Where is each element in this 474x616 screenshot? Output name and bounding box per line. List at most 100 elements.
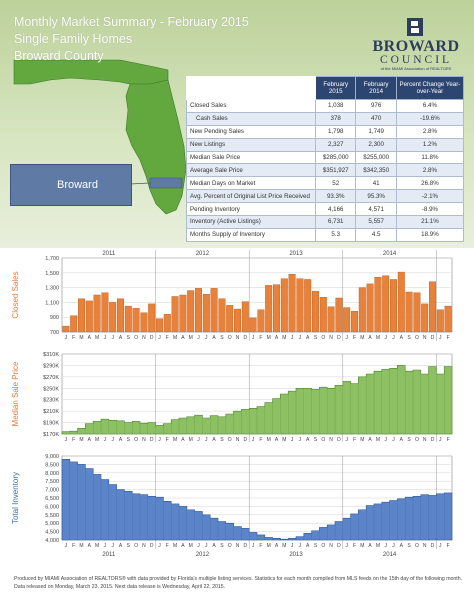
month-label: A bbox=[88, 437, 92, 442]
month-label: M bbox=[173, 335, 177, 341]
value-percent-change: 2.8% bbox=[395, 163, 465, 178]
year-label: 2012 bbox=[196, 552, 210, 558]
value-feb-2014: 5,557 bbox=[355, 215, 397, 229]
closed-sales-bar bbox=[288, 274, 296, 333]
month-label: D bbox=[337, 543, 341, 549]
closed-sales-bar bbox=[148, 303, 156, 333]
closed-sales-bar bbox=[273, 284, 280, 333]
month-label: D bbox=[431, 335, 435, 341]
value-percent-change: -2.1% bbox=[395, 189, 465, 204]
month-label: S bbox=[127, 437, 131, 442]
month-label: A bbox=[212, 543, 216, 549]
value-feb-2014: 4,571 bbox=[355, 202, 397, 217]
month-label: N bbox=[142, 437, 146, 442]
month-label: J bbox=[65, 437, 68, 442]
summary-row: Inventory (Active Listings) 6,731 5,557 21.… bbox=[186, 215, 465, 229]
month-label: D bbox=[150, 437, 154, 442]
month-label: N bbox=[329, 335, 333, 341]
month-label: J bbox=[158, 437, 161, 442]
month-label: J bbox=[439, 335, 442, 341]
closed-sales-bar bbox=[241, 301, 249, 333]
value-feb-2015: 52 bbox=[314, 176, 357, 191]
inventory-chart: 9,000 8,500 8,000 7,500 7,000 6,500 6,000 5,500… bbox=[11, 454, 453, 558]
month-label: N bbox=[236, 335, 240, 341]
y-tick-label: $250K bbox=[43, 386, 59, 392]
value-percent-change: 2.8% bbox=[395, 124, 465, 139]
value-feb-2014: 976 bbox=[355, 99, 397, 113]
broward-council-logo: BROWARD COUNCIL of the MIAMI Association… bbox=[366, 10, 466, 76]
month-label: A bbox=[119, 543, 123, 549]
month-label: N bbox=[423, 335, 427, 341]
y-tick-label: 8,000 bbox=[45, 471, 59, 477]
row-label: Closed Sales bbox=[186, 99, 316, 113]
month-label: S bbox=[314, 437, 318, 442]
row-label: Cash Sales bbox=[186, 111, 316, 126]
row-label: Inventory (Active Listings) bbox=[186, 215, 316, 229]
value-feb-2015: 93.3% bbox=[314, 189, 357, 204]
closed-sales-bar bbox=[257, 309, 265, 333]
closed-sales-bar bbox=[444, 305, 452, 333]
y-tick-label: $190K bbox=[43, 421, 59, 427]
month-label: J bbox=[299, 437, 302, 442]
month-label: O bbox=[134, 335, 138, 341]
value-feb-2015: $351,927 bbox=[314, 163, 357, 178]
closed-sales-bar bbox=[124, 305, 132, 333]
year-label: 2014 bbox=[383, 552, 397, 558]
broward-connector-line bbox=[129, 182, 151, 185]
month-label: J bbox=[291, 437, 294, 442]
month-label: D bbox=[243, 335, 247, 341]
month-label: A bbox=[400, 543, 404, 549]
summary-table: February 2015 February 2014 Percent Chan… bbox=[186, 76, 465, 242]
month-label: J bbox=[65, 543, 68, 549]
y-tick-label: 6,000 bbox=[45, 504, 59, 510]
month-label: O bbox=[228, 437, 232, 442]
closed-sales-bar bbox=[397, 271, 405, 333]
closed-sales-bar bbox=[358, 287, 366, 333]
closed-sales-bar bbox=[351, 311, 358, 333]
closed-sales-bar bbox=[327, 306, 335, 333]
closed-sales-bar bbox=[226, 305, 234, 333]
month-label: S bbox=[127, 335, 131, 341]
month-label: M bbox=[95, 437, 99, 442]
month-label: M bbox=[376, 437, 380, 442]
month-label: A bbox=[88, 335, 92, 341]
florida-peninsula-shape bbox=[125, 79, 187, 215]
month-label: J bbox=[252, 437, 255, 442]
row-label: Pending Inventory bbox=[186, 202, 316, 217]
value-percent-change: -8.9% bbox=[395, 202, 465, 217]
year-label: 2013 bbox=[289, 251, 303, 257]
footer-line-1: Produced by MIAMI Association of REALTOR… bbox=[14, 576, 463, 582]
closed-sales-bar bbox=[280, 278, 288, 333]
month-label: F bbox=[166, 335, 169, 341]
month-label: S bbox=[314, 543, 318, 549]
month-label: M bbox=[267, 335, 271, 341]
month-label: F bbox=[72, 437, 75, 442]
month-label: A bbox=[306, 543, 310, 549]
month-label: F bbox=[72, 543, 75, 549]
closed-sales-bar bbox=[62, 325, 70, 333]
month-label: J bbox=[345, 335, 348, 341]
month-label: O bbox=[321, 543, 325, 549]
summary-row: Pending Inventory 4,166 4,571 -8.9% bbox=[186, 202, 465, 217]
month-label: A bbox=[181, 543, 185, 549]
y-axis-label: Closed Sales bbox=[11, 271, 20, 318]
closed-sales-bar bbox=[85, 300, 93, 333]
month-label: A bbox=[119, 335, 123, 341]
month-label: D bbox=[243, 437, 247, 442]
month-label: A bbox=[275, 437, 279, 442]
value-percent-change: 18.9% bbox=[395, 227, 465, 242]
value-feb-2015: 4,166 bbox=[314, 202, 357, 217]
value-feb-2014: 2,300 bbox=[355, 137, 397, 152]
header-percent-change: Percent Change Year-over-Year bbox=[395, 76, 465, 100]
month-label: M bbox=[189, 437, 193, 442]
month-label: J bbox=[384, 437, 387, 442]
month-label: F bbox=[353, 437, 356, 442]
closed-sales-bar bbox=[117, 298, 124, 333]
month-label: M bbox=[79, 335, 83, 341]
broward-highlight-shape bbox=[149, 177, 183, 189]
month-label: F bbox=[447, 335, 450, 341]
month-label: J bbox=[384, 335, 387, 341]
y-tick-label: $230K bbox=[43, 398, 59, 404]
month-label: M bbox=[79, 437, 83, 442]
